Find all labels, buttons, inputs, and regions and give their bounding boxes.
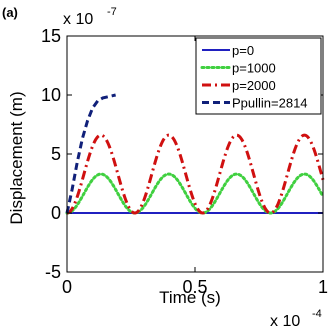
legend-label-0: p=0 [232,43,254,58]
y-multiplier: x 10 [63,11,93,28]
x-multiplier-exponent: -4 [312,308,322,320]
panel-label: (a) [2,5,18,20]
y-tick-label: 10 [41,85,61,105]
x-tick-label: 0 [62,277,72,297]
y-multiplier-exponent: -7 [107,6,117,18]
y-axis-label: Displacement (m) [7,91,26,224]
legend-label-2: p=2000 [232,78,276,93]
series-line-2 [66,133,325,215]
y-tick-label: -5 [45,262,61,282]
legend-label-1: p=1000 [232,61,276,76]
y-tick-label: 0 [51,203,61,223]
y-tick-label: 15 [41,26,61,46]
legend-label-3: Ppullin=2814 [232,96,308,111]
x-tick-label: 1 [318,277,328,297]
x-tick-label: 0.5 [182,277,207,297]
series-line-1 [65,172,325,215]
y-tick-label: 5 [51,144,61,164]
x-multiplier: x 10 [270,313,300,330]
x-axis-label: Time (s) [159,288,221,307]
